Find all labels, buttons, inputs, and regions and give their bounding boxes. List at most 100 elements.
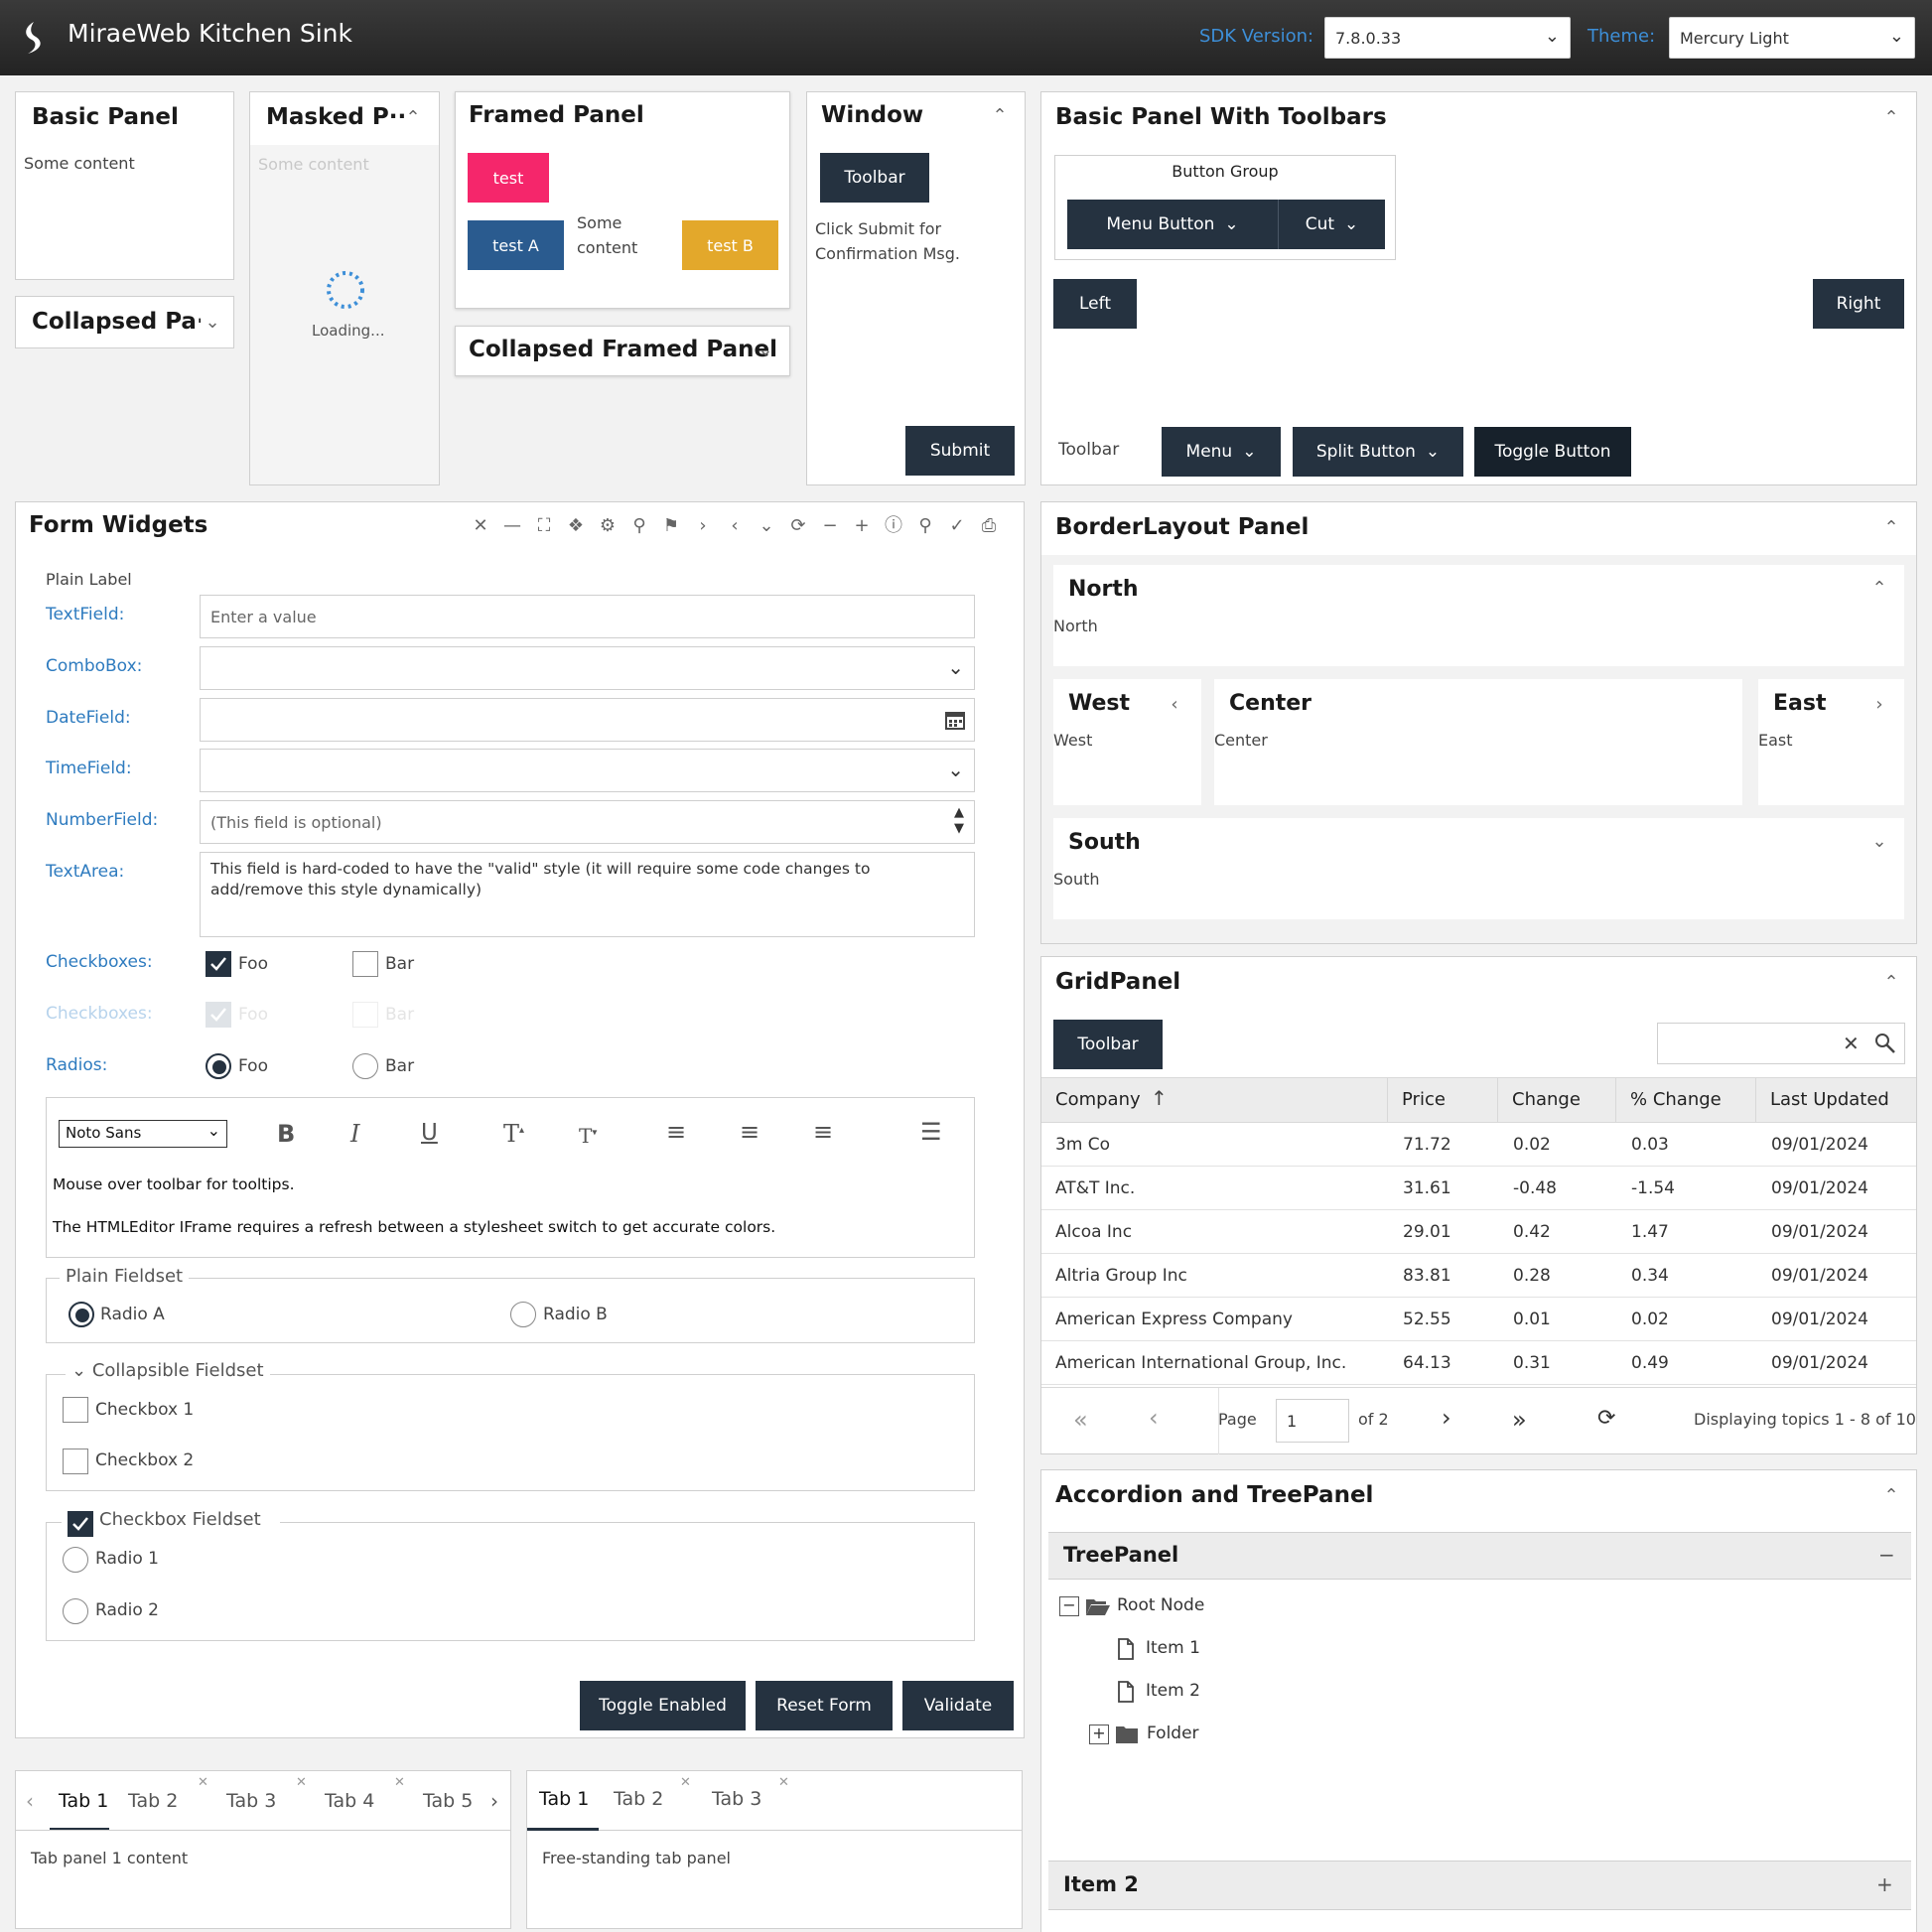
sdk-version-select[interactable]: 7.8.0.33 ⌄ xyxy=(1324,17,1571,59)
tab-3[interactable]: Tab 3 ✕ xyxy=(217,1771,307,1830)
theme-select[interactable]: Mercury Light ⌄ xyxy=(1669,17,1915,59)
chevron-up-icon[interactable]: ⌃ xyxy=(1883,1485,1899,1506)
grid-toolbar-button[interactable]: Toolbar xyxy=(1053,1020,1163,1069)
tab-4[interactable]: Tab 4 ✕ xyxy=(316,1771,405,1830)
italic-icon[interactable]: I xyxy=(350,1120,360,1148)
expand-node-icon[interactable]: + xyxy=(1089,1725,1109,1744)
grid-search-input[interactable]: ✕ xyxy=(1657,1023,1905,1064)
flag-icon[interactable]: ⚑ xyxy=(662,515,680,536)
time-field[interactable]: ⌄ xyxy=(200,749,975,792)
menu-button[interactable]: Menu Button ⌄ xyxy=(1067,200,1278,249)
test-a-button[interactable]: test A xyxy=(468,220,564,270)
radio-2[interactable] xyxy=(63,1598,88,1624)
tab-1[interactable]: Tab 1 xyxy=(527,1771,599,1831)
chevron-down-icon[interactable]: ⌄ xyxy=(759,515,774,536)
collapsed-framed-panel[interactable]: Collapsed Framed Panel ⌄ xyxy=(455,326,790,376)
radio-1[interactable] xyxy=(63,1547,88,1573)
increase-font-icon[interactable]: T▴ xyxy=(503,1120,525,1148)
chevron-up-icon[interactable]: ⌃ xyxy=(1883,972,1899,993)
close-icon[interactable]: ✕ xyxy=(198,1775,208,1790)
table-row[interactable]: AT&T Inc. 31.61 -0.48 -1.54 09/01/2024 xyxy=(1041,1167,1916,1210)
calendar-icon[interactable] xyxy=(944,709,966,731)
tab-3[interactable]: Tab 3 ✕ xyxy=(700,1771,789,1831)
tab-1[interactable]: Tab 1 xyxy=(50,1771,109,1830)
split-button[interactable]: Split Button ⌄ xyxy=(1293,427,1463,477)
help-icon[interactable]: ⓘ xyxy=(885,515,902,536)
first-page-icon[interactable]: « xyxy=(1073,1406,1088,1434)
right-button[interactable]: Right xyxy=(1813,279,1904,329)
test-b-button[interactable]: test B xyxy=(682,220,778,270)
collapsed-panel[interactable]: Collapsed Pa··· ⌄ xyxy=(15,296,234,348)
close-icon[interactable]: ✕ xyxy=(296,1775,307,1790)
minus-icon[interactable]: − xyxy=(822,515,838,536)
chevron-left-icon[interactable]: ‹ xyxy=(26,1789,34,1813)
chevron-up-icon[interactable]: ⌃ xyxy=(1871,578,1887,599)
close-icon[interactable]: ✕ xyxy=(778,1775,789,1790)
checkbox-1[interactable] xyxy=(63,1397,88,1423)
chevron-up-icon[interactable]: ⌃ xyxy=(1883,517,1899,538)
chevron-down-icon[interactable]: ⌄ xyxy=(947,758,964,781)
tab-5[interactable]: Tab 5 xyxy=(414,1771,489,1830)
accordion-item-2-header[interactable]: Item 2 + xyxy=(1048,1861,1911,1910)
table-row[interactable]: American Express Company 52.55 0.01 0.02… xyxy=(1041,1298,1916,1341)
minimize-icon[interactable]: — xyxy=(503,515,521,536)
reset-form-button[interactable]: Reset Form xyxy=(756,1681,893,1730)
collapse-icon[interactable]: − xyxy=(1878,1543,1895,1567)
text-field[interactable]: Enter a value xyxy=(200,595,975,638)
clear-icon[interactable]: ✕ xyxy=(1843,1032,1860,1055)
cut-button[interactable]: Cut ⌄ xyxy=(1278,200,1385,249)
align-left-icon[interactable]: ≡ xyxy=(666,1118,687,1146)
tree-panel-header[interactable]: TreePanel − xyxy=(1048,1532,1911,1580)
chevron-up-icon[interactable]: ⌃ xyxy=(992,105,1008,126)
html-editor[interactable]: Noto Sans ⌄ B I U T▴ T▾ ≡ ≡ ≡ ☰ Mouse ov… xyxy=(46,1097,975,1258)
expand-icon[interactable]: + xyxy=(1876,1872,1893,1896)
bar-radio[interactable] xyxy=(352,1053,378,1079)
toggle-button[interactable]: Toggle Button xyxy=(1474,427,1631,477)
radio-a[interactable] xyxy=(69,1302,94,1327)
last-page-icon[interactable]: » xyxy=(1512,1406,1527,1434)
table-row[interactable]: Altria Group Inc 83.81 0.28 0.34 09/01/2… xyxy=(1041,1254,1916,1298)
left-button[interactable]: Left xyxy=(1053,279,1137,329)
radio-b[interactable] xyxy=(510,1302,536,1327)
validate-button[interactable]: Validate xyxy=(902,1681,1014,1730)
list-icon[interactable]: ☰ xyxy=(920,1118,942,1146)
check-icon[interactable]: ✓ xyxy=(949,515,965,536)
tree-node-item-2[interactable]: Item 2 xyxy=(1117,1676,1315,1712)
table-row[interactable]: 3m Co 71.72 0.02 0.03 09/01/2024 xyxy=(1041,1123,1916,1167)
close-icon[interactable]: ✕ xyxy=(473,515,488,536)
fieldset-toggle-checkbox[interactable] xyxy=(68,1511,93,1537)
align-right-icon[interactable]: ≡ xyxy=(813,1118,834,1146)
collapse-node-icon[interactable]: − xyxy=(1059,1596,1079,1616)
submit-button[interactable]: Submit xyxy=(905,426,1015,476)
checkbox-2[interactable] xyxy=(63,1449,88,1474)
bar-checkbox[interactable] xyxy=(352,951,378,977)
toolbar-button[interactable]: Toolbar xyxy=(820,153,929,203)
chevron-left-icon[interactable]: ‹ xyxy=(1171,694,1178,715)
search-icon[interactable]: ⚲ xyxy=(918,515,932,536)
bold-icon[interactable]: B xyxy=(277,1120,296,1148)
gear-icon[interactable]: ⚙ xyxy=(599,515,617,536)
column-header-company[interactable]: Company ↑ xyxy=(1041,1078,1388,1122)
tree-node-root[interactable]: − Root Node xyxy=(1059,1590,1357,1626)
foo-radio[interactable] xyxy=(206,1053,231,1079)
text-area[interactable]: This field is hard-coded to have the "va… xyxy=(200,852,975,937)
test-button[interactable]: test xyxy=(468,153,549,203)
chevron-down-icon[interactable]: ⌄ xyxy=(205,312,220,333)
chevron-up-icon[interactable]: ⌃ xyxy=(1883,107,1899,128)
tab-2[interactable]: Tab 2 ✕ xyxy=(602,1771,691,1831)
foo-checkbox[interactable] xyxy=(206,951,231,977)
plus-icon[interactable]: + xyxy=(854,515,870,536)
tab-2[interactable]: Tab 2 ✕ xyxy=(119,1771,208,1830)
refresh-icon[interactable]: ⟳ xyxy=(790,515,806,536)
previous-page-icon[interactable]: ‹ xyxy=(1149,1404,1159,1432)
number-field[interactable]: (This field is optional) ▲ ▼ xyxy=(200,800,975,844)
print-icon[interactable]: ⎙ xyxy=(981,515,997,536)
column-header-change[interactable]: Change xyxy=(1498,1078,1616,1122)
next-page-icon[interactable]: › xyxy=(1442,1404,1451,1432)
chevron-left-icon[interactable]: ‹ xyxy=(731,515,739,536)
chevron-down-icon[interactable]: ⌄ xyxy=(947,655,964,679)
column-header-last-updated[interactable]: Last Updated xyxy=(1756,1078,1916,1122)
column-header-pct-change[interactable]: % Change xyxy=(1616,1078,1756,1122)
spinner-arrows-icon[interactable]: ▲ ▼ xyxy=(954,805,964,836)
decrease-font-icon[interactable]: T▾ xyxy=(579,1124,598,1148)
